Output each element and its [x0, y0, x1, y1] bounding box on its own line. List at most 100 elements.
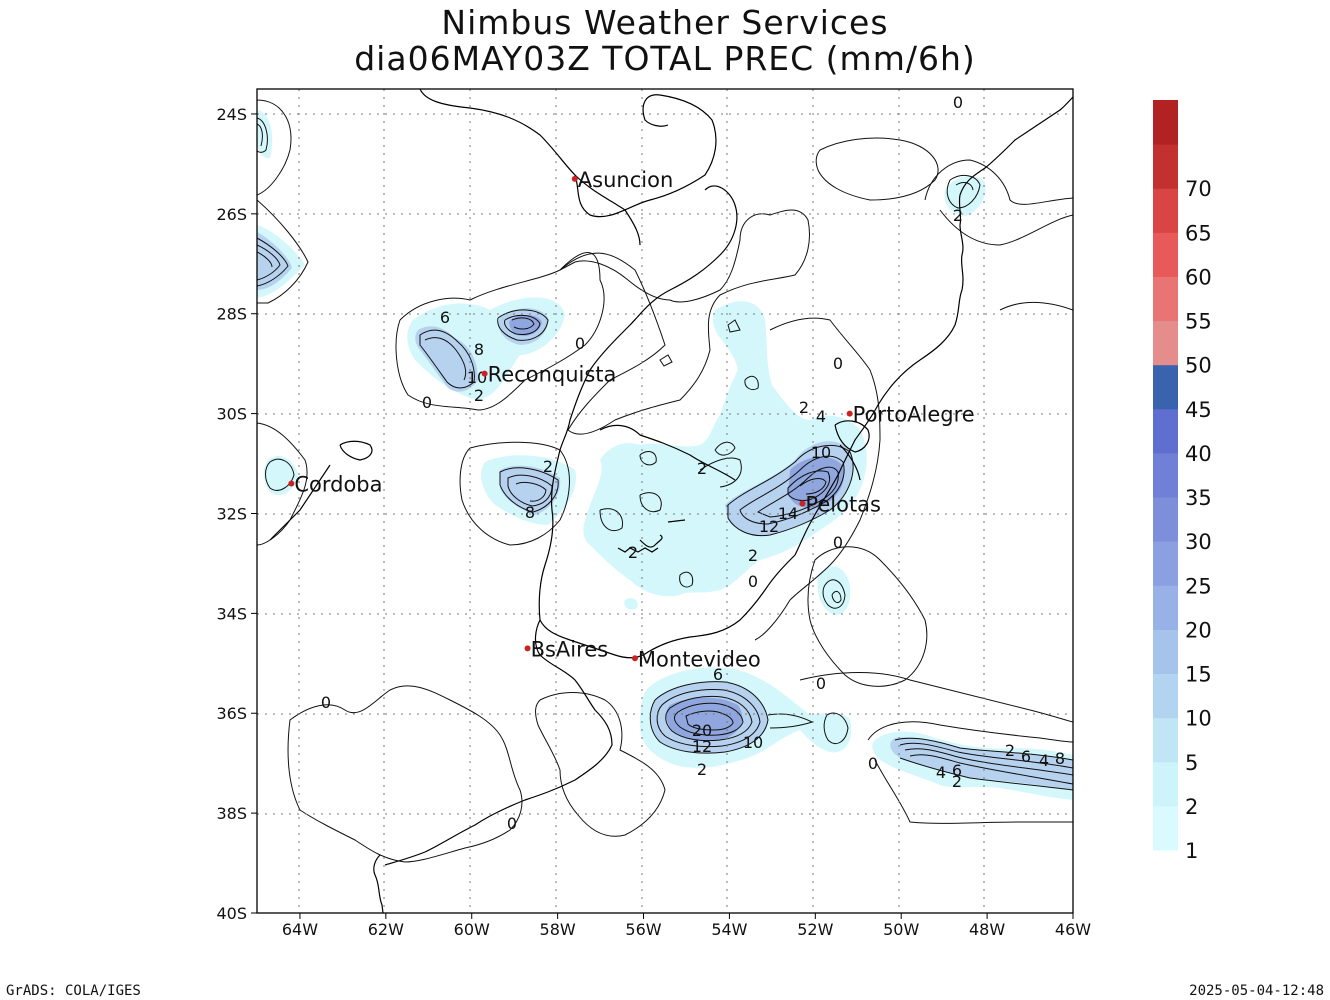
contour-label: 6: [1021, 747, 1031, 766]
lon-tick-label: 50W: [883, 920, 919, 939]
footer-timestamp: 2025-05-04-12:48: [1189, 983, 1324, 999]
colorbar-tick-label: 50: [1185, 354, 1212, 378]
footer-software-credit: GrADS: COLA/IGES: [6, 983, 141, 999]
contour-label: 4: [936, 763, 946, 782]
colorbar-tick-label: 45: [1185, 398, 1212, 422]
colorbar-tick-label: 20: [1185, 618, 1212, 642]
contour-label: 0: [833, 354, 843, 373]
colorbar-swatch: [1153, 408, 1178, 454]
contour-label: 6: [713, 665, 723, 684]
colorbar-swatch: [1153, 144, 1178, 189]
city-marker: [846, 410, 853, 417]
city-label: Reconquista: [488, 363, 617, 387]
contour-label: 0: [868, 754, 878, 773]
contour-label: 6: [952, 761, 962, 780]
contour-label: 10: [743, 733, 763, 752]
title-line-1: Nimbus Weather Services: [441, 3, 888, 42]
contour-label: 0: [833, 533, 843, 552]
lon-tick-label: 64W: [282, 920, 318, 939]
contour-label: 2: [952, 772, 962, 791]
lat-tick-label: 32S: [216, 504, 247, 523]
lat-tick-label: 40S: [216, 904, 247, 923]
lat-tick-label: 34S: [216, 604, 247, 623]
map-frame: [256, 88, 1074, 914]
lon-tick-label: 52W: [797, 920, 833, 939]
contour-label: 2: [697, 459, 707, 478]
lat-tick-label: 38S: [216, 804, 247, 823]
contour-label: 8: [474, 340, 484, 359]
contour-label: 0: [816, 674, 826, 693]
colorbar-tick-label: 25: [1185, 574, 1212, 598]
contour-label: 0: [953, 93, 963, 112]
graticule: [257, 89, 1073, 913]
contour-label: 2: [697, 760, 707, 779]
colorbar-swatch: [1153, 629, 1178, 675]
city-markers: Asuncion Reconquista PortoAlegre Cordoba Pel…: [288, 168, 975, 671]
contour-label: 6: [440, 308, 450, 327]
lat-tick-label: 24S: [216, 105, 247, 124]
contour-label: 12: [692, 737, 712, 756]
colorbar-swatch: [1153, 188, 1178, 233]
colorbar-swatch: [1153, 673, 1178, 719]
contour-label: 2: [628, 543, 638, 562]
city-marker: [799, 500, 806, 507]
city-marker: [631, 655, 638, 662]
contour-label: 14: [778, 504, 798, 523]
colorbar-tick-label: 10: [1185, 707, 1212, 731]
colorbar-swatch: [1153, 100, 1178, 145]
lon-tick-label: 56W: [625, 920, 661, 939]
contour-label: 2: [474, 386, 484, 405]
colorbar-tick-label: 70: [1185, 177, 1212, 201]
city-label: Pelotas: [805, 492, 881, 516]
colorbar-swatch: [1153, 232, 1178, 277]
contour-label: 2: [748, 546, 758, 565]
contour-label: 2: [799, 398, 809, 417]
colorbar-swatch: [1153, 585, 1178, 630]
contour-label: 0: [507, 814, 517, 833]
lat-tick-label: 26S: [216, 205, 247, 224]
contour-label: 12: [759, 517, 779, 536]
contour-label: 0: [575, 334, 585, 353]
contour-label: 8: [1055, 749, 1065, 768]
lon-tick-label: 58W: [540, 920, 576, 939]
lon-tick-label: 48W: [969, 920, 1005, 939]
colorbar-tick-label: 2: [1185, 795, 1198, 819]
colorbar-swatch: [1153, 497, 1178, 542]
city-marker: [524, 645, 531, 652]
colorbar-swatch: [1153, 805, 1178, 851]
colorbar-swatch: [1153, 364, 1178, 410]
city-label: BsAires: [531, 637, 609, 661]
colorbar-swatch: [1153, 452, 1178, 498]
colorbar-tick-label: 60: [1185, 265, 1212, 289]
contour-label: 10: [811, 443, 831, 462]
title-line-2: dia06MAY03Z TOTAL PREC (mm/6h): [354, 39, 976, 78]
contour-label: 8: [525, 503, 535, 522]
city-label: Asuncion: [578, 168, 673, 192]
contour-label: 20: [692, 721, 712, 740]
colorbar-swatch: [1153, 320, 1178, 366]
lat-tick-label: 36S: [216, 704, 247, 723]
contour-label: 0: [321, 693, 331, 712]
contour-label: 0: [422, 393, 432, 412]
colorbar-swatch: [1153, 276, 1178, 322]
lon-tick-label: 54W: [711, 920, 747, 939]
map-area: [257, 89, 1073, 913]
contour-label: 4: [1039, 751, 1049, 770]
colorbar-tick-label: 35: [1185, 486, 1212, 510]
lon-tick-label: 60W: [454, 920, 490, 939]
colorbar-tick-label: 5: [1185, 751, 1198, 775]
contour-label: 0: [748, 572, 758, 591]
city-marker: [571, 175, 578, 182]
city-marker: [288, 480, 295, 487]
colorbar-tick-label: 15: [1185, 663, 1212, 687]
city-marker: [481, 370, 488, 377]
lon-tick-label: 62W: [368, 920, 404, 939]
colorbar-tick-label: 40: [1185, 442, 1212, 466]
colorbar-tick-label: 30: [1185, 530, 1212, 554]
contour-label: 2: [543, 457, 553, 476]
colorbar-swatch: [1153, 761, 1178, 807]
colorbar-tick-label: 55: [1185, 310, 1212, 334]
longitude-axis: 64W 62W 60W 58W 56W 54W 52W 50W 48W 46W: [282, 913, 1091, 939]
